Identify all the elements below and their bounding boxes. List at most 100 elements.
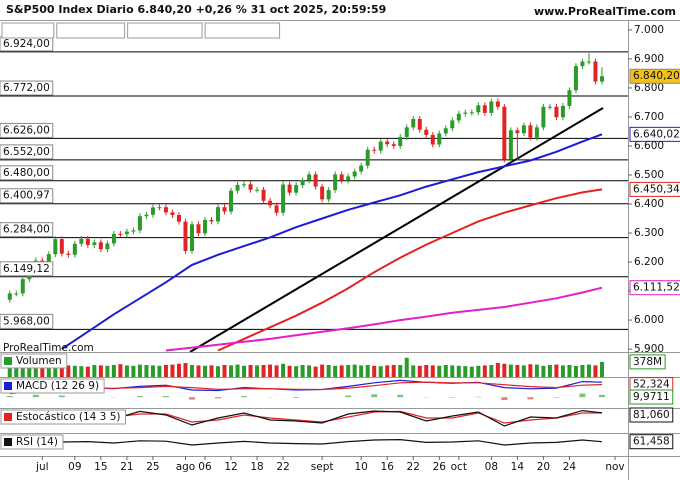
volume-bar bbox=[346, 365, 351, 377]
hist-last-label: 9,9711 bbox=[633, 391, 670, 403]
level-label: 6.772,00 bbox=[3, 82, 50, 94]
candle-body bbox=[469, 112, 474, 114]
volume-bar bbox=[268, 364, 273, 377]
candle-body bbox=[170, 212, 175, 216]
candle-body bbox=[352, 171, 357, 177]
sma-last-label-box bbox=[629, 280, 680, 296]
legend-box bbox=[204, 22, 281, 39]
panel-icon bbox=[4, 357, 12, 365]
trend-line bbox=[189, 107, 604, 352]
volume-bar bbox=[333, 365, 338, 377]
y-tick-label: 7.000 bbox=[634, 24, 664, 36]
volume-bar bbox=[85, 366, 90, 377]
candle-body bbox=[586, 61, 591, 63]
candle-body bbox=[489, 101, 494, 113]
volume-bar bbox=[33, 366, 38, 377]
volume-bar bbox=[66, 365, 71, 377]
legend-box bbox=[127, 22, 203, 39]
sma-last-label-box bbox=[629, 126, 680, 142]
macd-hist bbox=[58, 395, 65, 398]
candle-body bbox=[300, 180, 305, 186]
volume-bar bbox=[560, 365, 565, 377]
candle-body bbox=[137, 216, 142, 231]
indicator-line bbox=[9, 438, 603, 446]
sma-line bbox=[61, 133, 603, 350]
legend-box bbox=[1, 22, 55, 39]
volume-bar bbox=[359, 365, 364, 377]
macd-hist bbox=[397, 394, 404, 398]
candle-body bbox=[53, 239, 58, 255]
level-label: 6.924,00 bbox=[3, 38, 50, 50]
volume-bar bbox=[98, 365, 103, 377]
candle-body bbox=[261, 189, 266, 201]
candle-body bbox=[411, 118, 416, 128]
volume-bar bbox=[196, 365, 201, 377]
candle-body bbox=[580, 61, 585, 67]
candle-body bbox=[59, 239, 64, 254]
volume-bar bbox=[398, 365, 403, 377]
y-tick-label: 6.900 bbox=[634, 53, 664, 65]
x-tick-label: 14 bbox=[511, 461, 525, 473]
candle-body bbox=[450, 120, 455, 129]
y-tick-label: 6.000 bbox=[634, 314, 664, 326]
candle-body bbox=[216, 207, 221, 222]
candle-body bbox=[424, 129, 429, 135]
candle-body bbox=[508, 130, 513, 160]
x-tick-label: 15 bbox=[94, 461, 107, 473]
candle-body bbox=[255, 189, 260, 191]
candle-body bbox=[437, 133, 442, 145]
volume-bar bbox=[59, 365, 64, 377]
y-tick-label: 6.200 bbox=[634, 256, 664, 268]
macd-hist bbox=[371, 394, 378, 398]
volume-bar bbox=[105, 365, 110, 377]
volume-bar bbox=[508, 364, 513, 377]
level-label: 6.284,00 bbox=[3, 224, 50, 236]
panel-title-box bbox=[0, 409, 126, 425]
candle-body bbox=[14, 293, 19, 295]
candle-body bbox=[85, 238, 90, 245]
legend-box bbox=[56, 22, 126, 39]
level-label-box bbox=[0, 80, 54, 96]
candle-body bbox=[79, 238, 84, 244]
panel-icon bbox=[4, 382, 12, 390]
x-tick-label: 06 bbox=[198, 461, 212, 473]
indicator-last-label-box bbox=[629, 434, 674, 450]
volume-bar bbox=[163, 365, 168, 377]
candle-body bbox=[554, 106, 559, 118]
candle-body bbox=[346, 176, 351, 181]
panel-title: MACD (12 26 9) bbox=[16, 380, 99, 392]
volume-bar bbox=[307, 365, 312, 377]
candle-body bbox=[521, 125, 526, 134]
panel-title: Volumen bbox=[16, 355, 62, 367]
volume-bar bbox=[476, 365, 481, 377]
level-label: 6.149,12 bbox=[3, 263, 50, 275]
candle-body bbox=[326, 190, 331, 200]
candle-body bbox=[515, 130, 520, 134]
candle-body bbox=[599, 76, 604, 82]
volume-bar bbox=[391, 365, 396, 377]
sma-line bbox=[217, 188, 603, 352]
candle-body bbox=[229, 190, 234, 212]
volume-bar bbox=[339, 365, 344, 377]
volume-bar bbox=[469, 366, 474, 377]
macd-hist bbox=[527, 397, 534, 400]
volume-bar bbox=[450, 365, 455, 377]
candle-body bbox=[339, 174, 344, 181]
candle-body bbox=[307, 174, 312, 181]
volume-bar bbox=[489, 365, 494, 377]
volume-bar bbox=[176, 363, 181, 377]
volume-bar bbox=[216, 366, 221, 377]
volume-bar bbox=[599, 361, 604, 377]
candle-body bbox=[372, 149, 377, 151]
macd-hist bbox=[188, 397, 195, 400]
candle-body bbox=[7, 293, 12, 300]
volume-bar bbox=[124, 365, 129, 377]
candle-body bbox=[333, 174, 338, 191]
candle-body bbox=[573, 66, 578, 91]
volume-bar bbox=[7, 365, 12, 377]
x-tick-label: nov bbox=[605, 461, 624, 473]
candle-body bbox=[287, 184, 292, 193]
candle-body bbox=[92, 242, 97, 245]
volume-bar bbox=[281, 363, 286, 377]
